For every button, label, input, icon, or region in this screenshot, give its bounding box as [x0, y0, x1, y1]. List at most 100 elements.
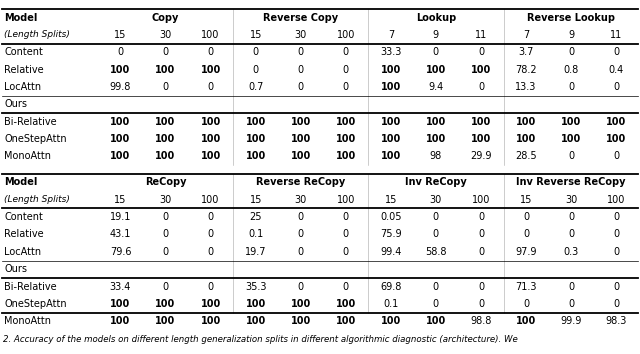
Text: 0: 0	[523, 299, 529, 309]
Text: 0: 0	[613, 247, 620, 257]
Text: 0: 0	[568, 229, 574, 239]
Text: 100: 100	[291, 117, 311, 127]
Text: 100: 100	[200, 299, 221, 309]
Text: MonoAttn: MonoAttn	[4, 316, 51, 326]
Text: 100: 100	[246, 316, 266, 326]
Text: 100: 100	[337, 195, 355, 205]
Text: 100: 100	[200, 134, 221, 144]
Text: 0.1: 0.1	[248, 229, 263, 239]
Text: 11: 11	[610, 30, 622, 40]
Text: Content: Content	[4, 47, 44, 57]
Text: 100: 100	[561, 134, 581, 144]
Text: 11: 11	[475, 30, 487, 40]
Text: 0: 0	[613, 229, 620, 239]
Text: 100: 100	[156, 64, 175, 75]
Text: 0.05: 0.05	[380, 212, 402, 222]
Text: 0: 0	[298, 229, 304, 239]
Text: 0: 0	[117, 47, 124, 57]
Text: 7: 7	[388, 30, 394, 40]
Text: 15: 15	[250, 30, 262, 40]
Text: 0: 0	[568, 281, 574, 292]
Text: 100: 100	[202, 195, 220, 205]
Text: 100: 100	[156, 152, 175, 161]
Text: 0: 0	[568, 82, 574, 92]
Text: 100: 100	[471, 117, 491, 127]
Text: 30: 30	[294, 195, 307, 205]
Text: 100: 100	[426, 117, 446, 127]
Text: 0: 0	[478, 82, 484, 92]
Text: 29.9: 29.9	[470, 152, 492, 161]
Text: 0: 0	[298, 212, 304, 222]
Text: 0: 0	[343, 212, 349, 222]
Text: 30: 30	[430, 195, 442, 205]
Text: 0: 0	[613, 152, 620, 161]
Text: 0: 0	[207, 229, 214, 239]
Text: 100: 100	[335, 152, 356, 161]
Text: 0: 0	[343, 64, 349, 75]
Text: 0: 0	[613, 212, 620, 222]
Text: 0: 0	[298, 64, 304, 75]
Text: 69.8: 69.8	[380, 281, 401, 292]
Text: Inv Reverse ReCopy: Inv Reverse ReCopy	[516, 177, 626, 187]
Text: 0: 0	[478, 299, 484, 309]
Text: 100: 100	[471, 64, 491, 75]
Text: 0: 0	[163, 47, 168, 57]
Text: MonoAttn: MonoAttn	[4, 152, 51, 161]
Text: 100: 100	[246, 117, 266, 127]
Text: 100: 100	[335, 299, 356, 309]
Text: Lookup: Lookup	[416, 12, 456, 23]
Text: 0: 0	[478, 281, 484, 292]
Text: 100: 100	[381, 82, 401, 92]
Text: OneStepAttn: OneStepAttn	[4, 299, 67, 309]
Text: 100: 100	[335, 117, 356, 127]
Text: 0: 0	[298, 47, 304, 57]
Text: 30: 30	[294, 30, 307, 40]
Text: 99.9: 99.9	[561, 316, 582, 326]
Text: 100: 100	[110, 152, 131, 161]
Text: 98.3: 98.3	[605, 316, 627, 326]
Text: Inv ReCopy: Inv ReCopy	[405, 177, 467, 187]
Text: 58.8: 58.8	[425, 247, 447, 257]
Text: (Length Splits): (Length Splits)	[4, 195, 70, 204]
Text: 100: 100	[426, 64, 446, 75]
Text: 15: 15	[520, 195, 532, 205]
Text: 100: 100	[426, 134, 446, 144]
Text: 100: 100	[291, 134, 311, 144]
Text: 100: 100	[200, 64, 221, 75]
Text: 15: 15	[250, 195, 262, 205]
Text: 100: 100	[110, 64, 131, 75]
Text: 0: 0	[613, 299, 620, 309]
Text: Reverse ReCopy: Reverse ReCopy	[256, 177, 346, 187]
Text: Ours: Ours	[4, 99, 28, 109]
Text: 9: 9	[568, 30, 574, 40]
Text: 19.7: 19.7	[245, 247, 266, 257]
Text: 100: 100	[471, 134, 491, 144]
Text: Relative: Relative	[4, 64, 44, 75]
Text: 100: 100	[246, 299, 266, 309]
Text: 79.6: 79.6	[109, 247, 131, 257]
Text: 100: 100	[110, 299, 131, 309]
Text: Bi-Relative: Bi-Relative	[4, 281, 57, 292]
Text: 9: 9	[433, 30, 439, 40]
Text: 99.4: 99.4	[380, 247, 401, 257]
Text: 100: 100	[200, 152, 221, 161]
Text: 0: 0	[207, 82, 214, 92]
Text: 30: 30	[159, 195, 172, 205]
Text: 100: 100	[516, 117, 536, 127]
Text: (Length Splits): (Length Splits)	[4, 30, 70, 39]
Text: Reverse Copy: Reverse Copy	[263, 12, 339, 23]
Text: 0: 0	[613, 82, 620, 92]
Text: 0: 0	[478, 229, 484, 239]
Text: Reverse Lookup: Reverse Lookup	[527, 12, 615, 23]
Text: 100: 100	[381, 117, 401, 127]
Text: 100: 100	[156, 117, 175, 127]
Text: 25: 25	[250, 212, 262, 222]
Text: 0: 0	[433, 47, 439, 57]
Text: 15: 15	[115, 195, 127, 205]
Text: 100: 100	[335, 316, 356, 326]
Text: 0.7: 0.7	[248, 82, 263, 92]
Text: 0: 0	[207, 212, 214, 222]
Text: 100: 100	[110, 134, 131, 144]
Text: 100: 100	[291, 316, 311, 326]
Text: 0: 0	[163, 247, 168, 257]
